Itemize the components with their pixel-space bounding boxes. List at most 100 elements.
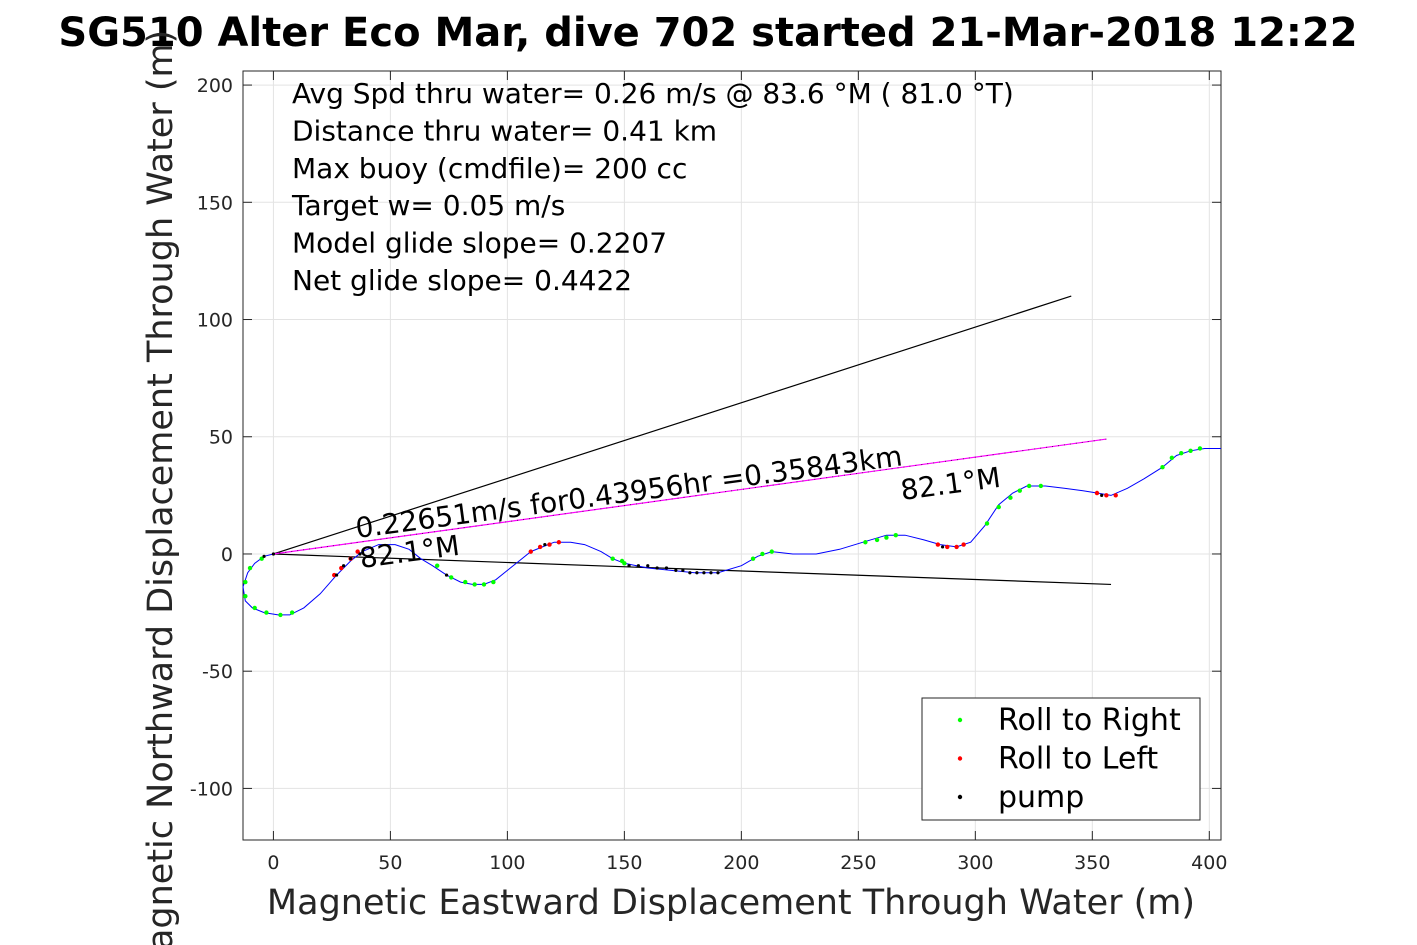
x-tick-label: 150: [606, 852, 642, 874]
roll-right-point: [481, 582, 487, 587]
stats-line: Target w= 0.05 m/s: [291, 189, 565, 222]
roll-left-point: [537, 544, 543, 550]
x-tick-label: 50: [378, 852, 402, 874]
roll-left-point: [945, 544, 950, 550]
roll-right-point: [769, 549, 774, 554]
pump-point: [342, 564, 346, 568]
roll-right-point: [289, 610, 295, 615]
chart-title: SG510 Alter Eco Mar, dive 702 started 21…: [58, 10, 1357, 56]
grid: [243, 71, 1221, 840]
roll-right-point: [622, 561, 627, 566]
y-tick-label: -50: [202, 661, 233, 683]
x-tick-label: 100: [489, 852, 525, 874]
x-tick-label: 0: [267, 852, 279, 874]
x-tick-label: 350: [1074, 852, 1110, 874]
roll-left-point: [1113, 493, 1118, 498]
roll-right-point: [1169, 455, 1175, 461]
roll-right-point: [760, 551, 765, 557]
roll-left-point: [332, 572, 337, 578]
pump-point: [646, 564, 650, 568]
y-tick-label: 50: [209, 427, 233, 449]
pump-point: [655, 566, 659, 570]
x-tick-label: 300: [957, 852, 993, 874]
roll-left-point: [1104, 493, 1109, 498]
pump-point: [681, 568, 685, 572]
roll-right-point: [1026, 483, 1032, 489]
plot-area: [242, 70, 1222, 841]
stats-line: Model glide slope= 0.2207: [292, 227, 667, 260]
roll-right-point: [996, 504, 1001, 510]
y-tick-label: -100: [190, 778, 233, 800]
pump-point: [674, 568, 678, 572]
pump-point: [636, 564, 641, 568]
x-tick-label: 400: [1191, 852, 1227, 874]
pump-point: [1100, 493, 1104, 497]
roll-right-point: [884, 535, 889, 540]
x-tick-label: 200: [723, 852, 759, 874]
x-tick-label: 250: [840, 852, 876, 874]
roll-right-point: [1017, 488, 1022, 493]
roll-right-point: [610, 556, 615, 561]
roll-right-point: [472, 582, 477, 587]
roll-right-point: [1008, 495, 1013, 500]
roll-right-point: [252, 605, 257, 611]
legend-marker: [957, 756, 963, 761]
pump-point: [543, 542, 547, 547]
roll-left-point: [339, 565, 344, 571]
legend-label: pump: [998, 780, 1084, 815]
y-axis-label: Magnetic Northward Displacement Through …: [141, 30, 181, 945]
pump-point: [688, 571, 692, 575]
pump-point: [695, 571, 699, 575]
pump-point: [702, 571, 706, 575]
legend-label: Roll to Left: [998, 742, 1158, 777]
legend-box: [921, 697, 1201, 821]
legend-label: Roll to Right: [998, 703, 1181, 738]
roll-left-point: [355, 549, 360, 554]
series-layer: [242, 446, 1221, 618]
roll-left-point: [935, 542, 941, 547]
stats-line: Distance thru water= 0.41 km: [292, 114, 717, 147]
stats-line: Max buoy (cmdfile)= 200 cc: [292, 152, 687, 185]
legend-marker: [957, 717, 963, 723]
legend-marker: [957, 794, 963, 800]
roll-right-point: [893, 533, 898, 538]
roll-right-point: [259, 556, 264, 561]
roll-left-point: [961, 542, 966, 547]
roll-left-point: [556, 540, 562, 545]
roll-right-point: [463, 579, 468, 585]
current-annotation: 0.22651m/s for0.43956hr =0.35843km: [354, 439, 905, 545]
stats-text: Avg Spd thru water= 0.26 m/s @ 83.6 °M (…: [291, 77, 1014, 297]
pump-point: [940, 545, 945, 549]
pump-point: [716, 571, 720, 575]
roll-right-point: [243, 579, 248, 585]
annotations: 0.22651m/s for0.43956hr =0.35843km82.1°M…: [354, 439, 1003, 575]
roll-left-point: [547, 542, 552, 547]
pump-point: [349, 557, 353, 561]
y-tick-label: 200: [197, 75, 233, 97]
roll-right-point: [491, 579, 496, 585]
roll-right-point: [247, 565, 253, 571]
stats-line: Avg Spd thru water= 0.26 m/s @ 83.6 °M (…: [292, 77, 1014, 110]
pump-point: [334, 573, 339, 577]
y-tick-label: 100: [197, 310, 233, 332]
pump-point: [358, 552, 362, 556]
heading-end-annotation: 82.1°M: [899, 461, 1003, 507]
roll-right-point: [874, 537, 880, 543]
heading-line: [273, 553, 1112, 586]
roll-right-point: [243, 593, 248, 599]
pump-point: [262, 554, 266, 558]
roll-right-point: [863, 540, 868, 545]
roll-right-point: [1160, 465, 1165, 470]
roll-right-point: [984, 521, 990, 526]
roll-right-point: [750, 556, 756, 561]
roll-right-point: [1038, 483, 1044, 489]
x-axis-label: Magnetic Eastward Displacement Through W…: [267, 883, 1195, 923]
pump-point: [271, 552, 276, 556]
roll-left-point: [528, 549, 533, 554]
pump-point: [709, 571, 713, 575]
pump-point: [444, 573, 449, 577]
pump-point: [627, 564, 631, 568]
roll-right-point: [278, 612, 283, 618]
roll-right-point: [1179, 450, 1184, 456]
current-line-dots: [273, 438, 1107, 555]
